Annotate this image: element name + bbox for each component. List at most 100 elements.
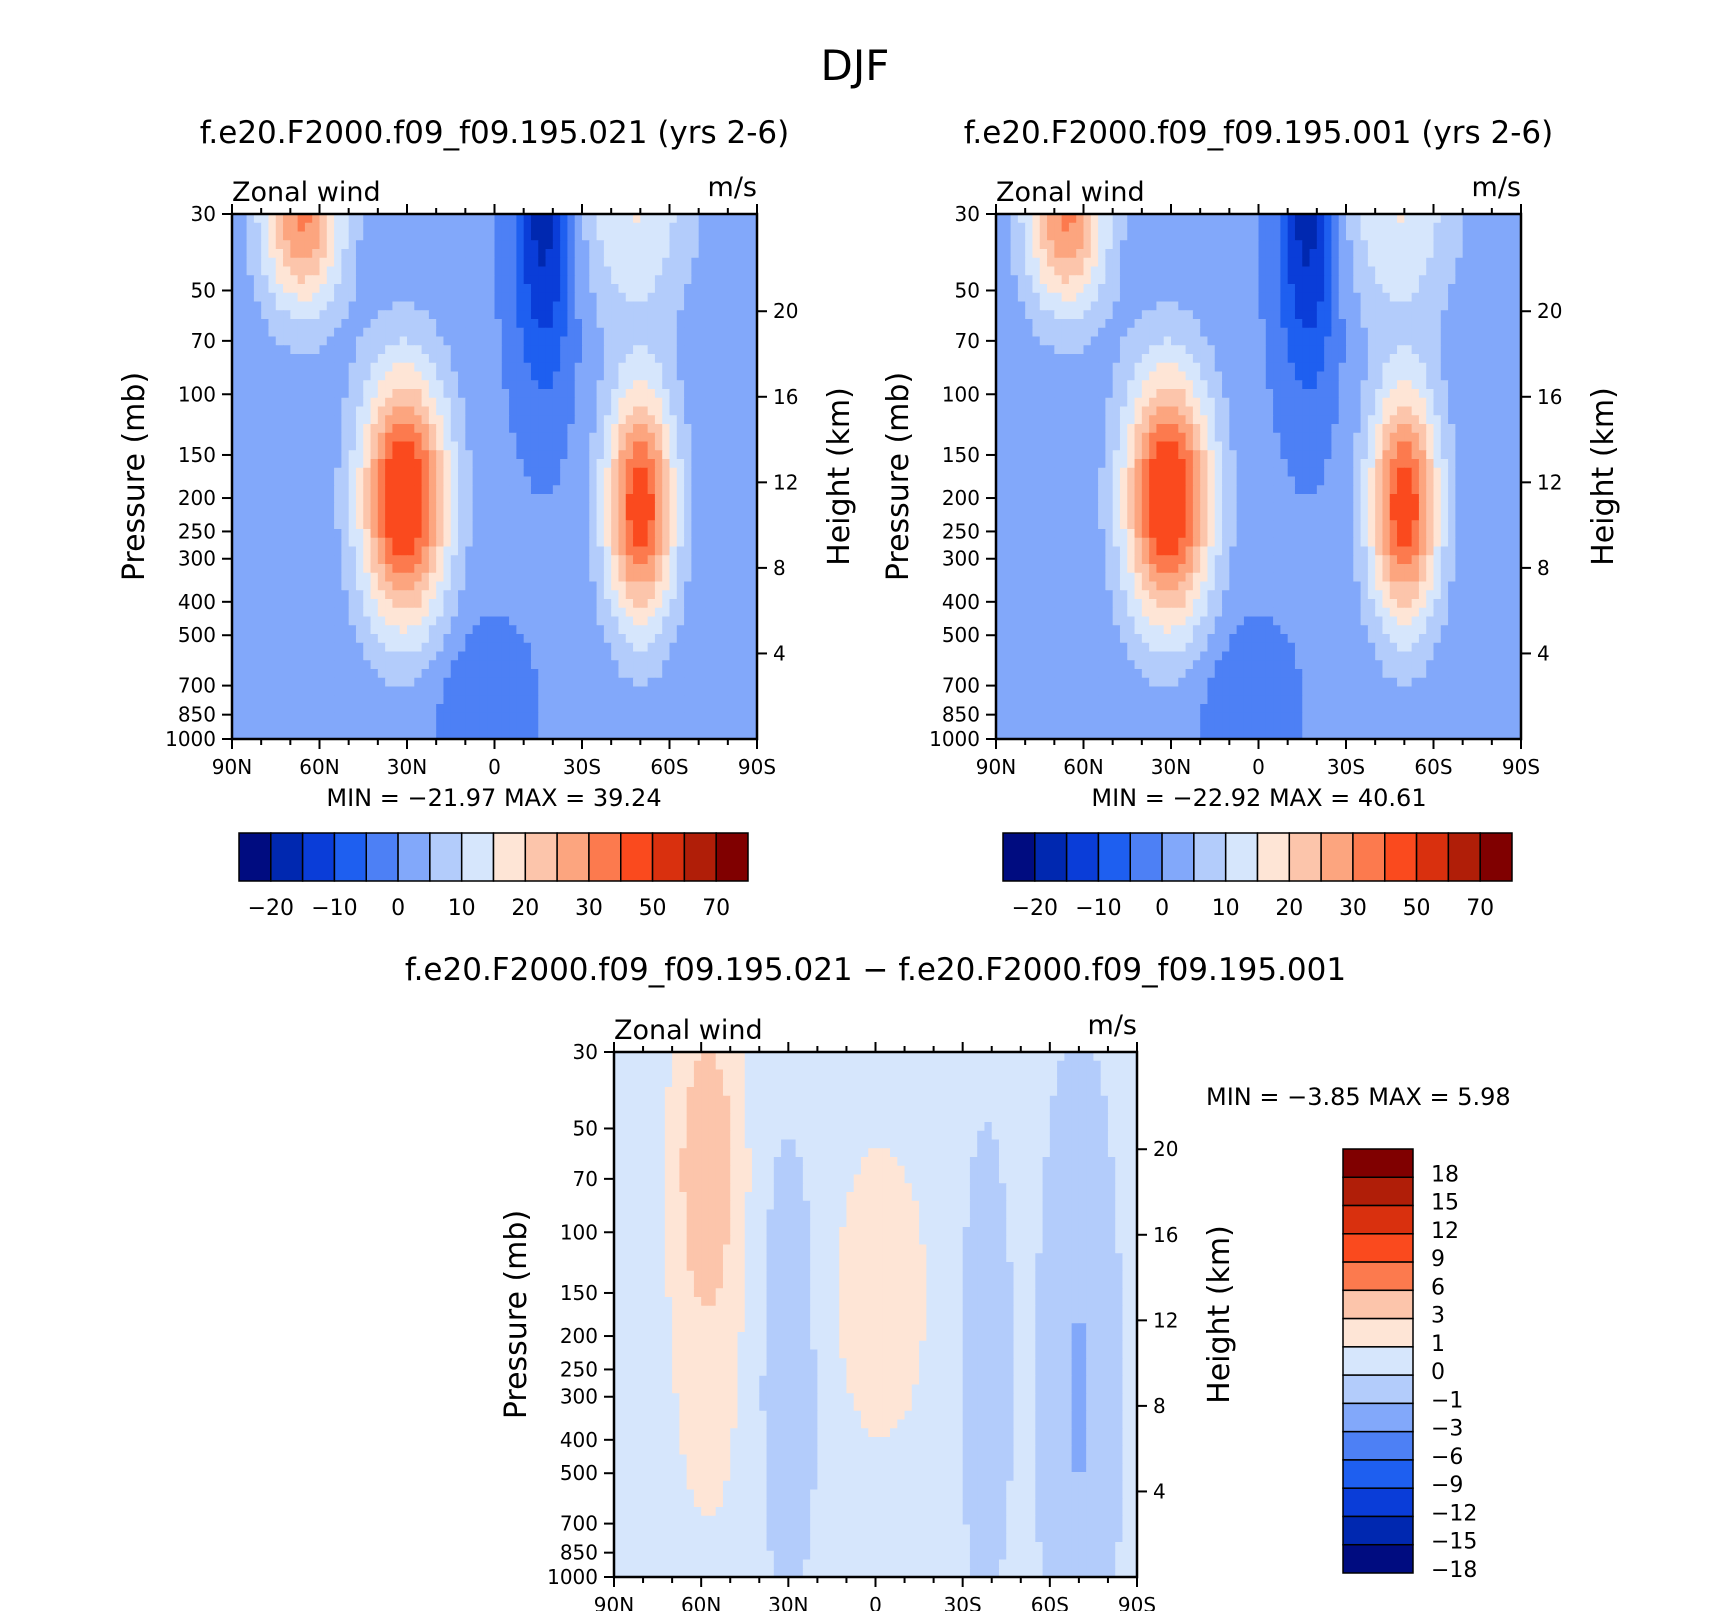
contour-cell xyxy=(232,310,240,320)
contour-cell xyxy=(1367,231,1376,241)
contour-cell xyxy=(436,319,445,329)
contour-cell xyxy=(232,555,240,565)
contour-cell xyxy=(479,301,488,311)
contour-cell xyxy=(363,389,372,399)
contour-cell xyxy=(669,634,678,644)
contour-cell xyxy=(603,695,612,705)
contour-cell xyxy=(392,537,401,548)
contour-cell xyxy=(560,712,569,723)
y-tick-label: 700 xyxy=(178,674,216,698)
contour-cell xyxy=(538,590,547,600)
contour-cell xyxy=(720,371,729,381)
contour-cell xyxy=(443,555,452,565)
contour-cell xyxy=(407,424,415,434)
contour-cell xyxy=(297,406,306,416)
contour-cell xyxy=(589,310,598,320)
contour-cell xyxy=(261,389,270,399)
contour-cell xyxy=(261,292,270,303)
contour-cell xyxy=(355,214,364,224)
contour-cell xyxy=(509,686,517,696)
contour-cell xyxy=(501,266,510,276)
contour-cell xyxy=(399,389,408,399)
contour-cell xyxy=(749,520,758,530)
contour-cell xyxy=(319,546,328,556)
contour-cell xyxy=(377,677,386,688)
contour-cell xyxy=(414,345,423,355)
contour-cell xyxy=(443,310,452,320)
contour-cell xyxy=(1389,222,1398,233)
contour-cell xyxy=(676,319,685,329)
contour-cell xyxy=(501,424,510,434)
contour-cell xyxy=(355,231,364,241)
contour-cell xyxy=(232,546,240,556)
contour-cell xyxy=(246,599,255,609)
contour-cell xyxy=(341,686,350,696)
contour-cell xyxy=(239,520,248,530)
contour-cell xyxy=(1090,222,1099,233)
contour-cell xyxy=(458,669,466,679)
contour-cell xyxy=(326,362,335,373)
contour-cell xyxy=(523,607,532,618)
contour-cell xyxy=(662,607,671,618)
contour-cell xyxy=(414,249,423,259)
contour-cell xyxy=(1484,257,1493,268)
colorbar-swatch xyxy=(333,832,367,882)
contour-cell xyxy=(538,520,547,530)
contour-cell xyxy=(676,704,685,714)
contour-cell xyxy=(662,555,671,565)
contour-cell xyxy=(261,257,270,268)
contour-cell xyxy=(472,459,481,469)
contour-cell xyxy=(334,511,342,521)
contour-cell xyxy=(253,730,262,740)
contour-cell xyxy=(727,642,736,653)
contour-cell xyxy=(538,529,547,539)
contour-cell xyxy=(443,257,452,268)
contour-cell xyxy=(421,354,430,364)
contour-cell xyxy=(523,284,532,294)
contour-cell xyxy=(611,695,620,705)
contour-cell xyxy=(516,415,525,425)
contour-cell xyxy=(552,546,561,556)
contour-cell xyxy=(297,494,306,504)
contour-cell xyxy=(618,354,627,364)
contour-cell xyxy=(552,494,561,504)
contour-cell xyxy=(312,564,321,574)
contour-cell xyxy=(399,607,408,618)
contour-cell xyxy=(560,590,569,600)
contour-cell xyxy=(341,467,350,478)
contour-cell xyxy=(377,327,386,338)
contour-cell xyxy=(705,240,714,250)
contour-cell xyxy=(691,590,700,600)
contour-cell xyxy=(713,231,722,241)
contour-cell xyxy=(698,284,707,294)
contour-cell xyxy=(611,546,620,556)
contour-cell xyxy=(319,625,328,635)
contour-cell xyxy=(720,380,729,390)
contour-cell xyxy=(603,660,612,670)
contour-cell xyxy=(589,642,598,653)
contour-cell xyxy=(1411,266,1420,276)
contour-cell xyxy=(348,555,357,565)
contour-cell xyxy=(253,301,262,311)
contour-cell xyxy=(669,712,678,723)
contour-cell xyxy=(501,494,510,504)
x-tick-label: 60N xyxy=(299,755,339,779)
contour-cell xyxy=(647,537,656,548)
contour-cell xyxy=(1178,240,1187,250)
contour-cell xyxy=(458,537,466,548)
contour-cell xyxy=(1360,214,1369,224)
contour-cell xyxy=(1127,257,1136,268)
colorbar-swatch xyxy=(556,832,590,882)
contour-cell xyxy=(669,660,678,670)
contour-cell xyxy=(1462,214,1471,224)
contour-cell xyxy=(654,651,663,661)
contour-cell xyxy=(355,310,364,320)
contour-cell xyxy=(567,467,576,478)
contour-cell xyxy=(290,275,299,285)
contour-cell xyxy=(304,415,313,425)
contour-cell xyxy=(574,721,583,731)
contour-cell xyxy=(552,485,561,495)
contour-cell xyxy=(1222,231,1230,241)
contour-cell xyxy=(560,502,569,513)
contour-cell xyxy=(1258,222,1267,233)
